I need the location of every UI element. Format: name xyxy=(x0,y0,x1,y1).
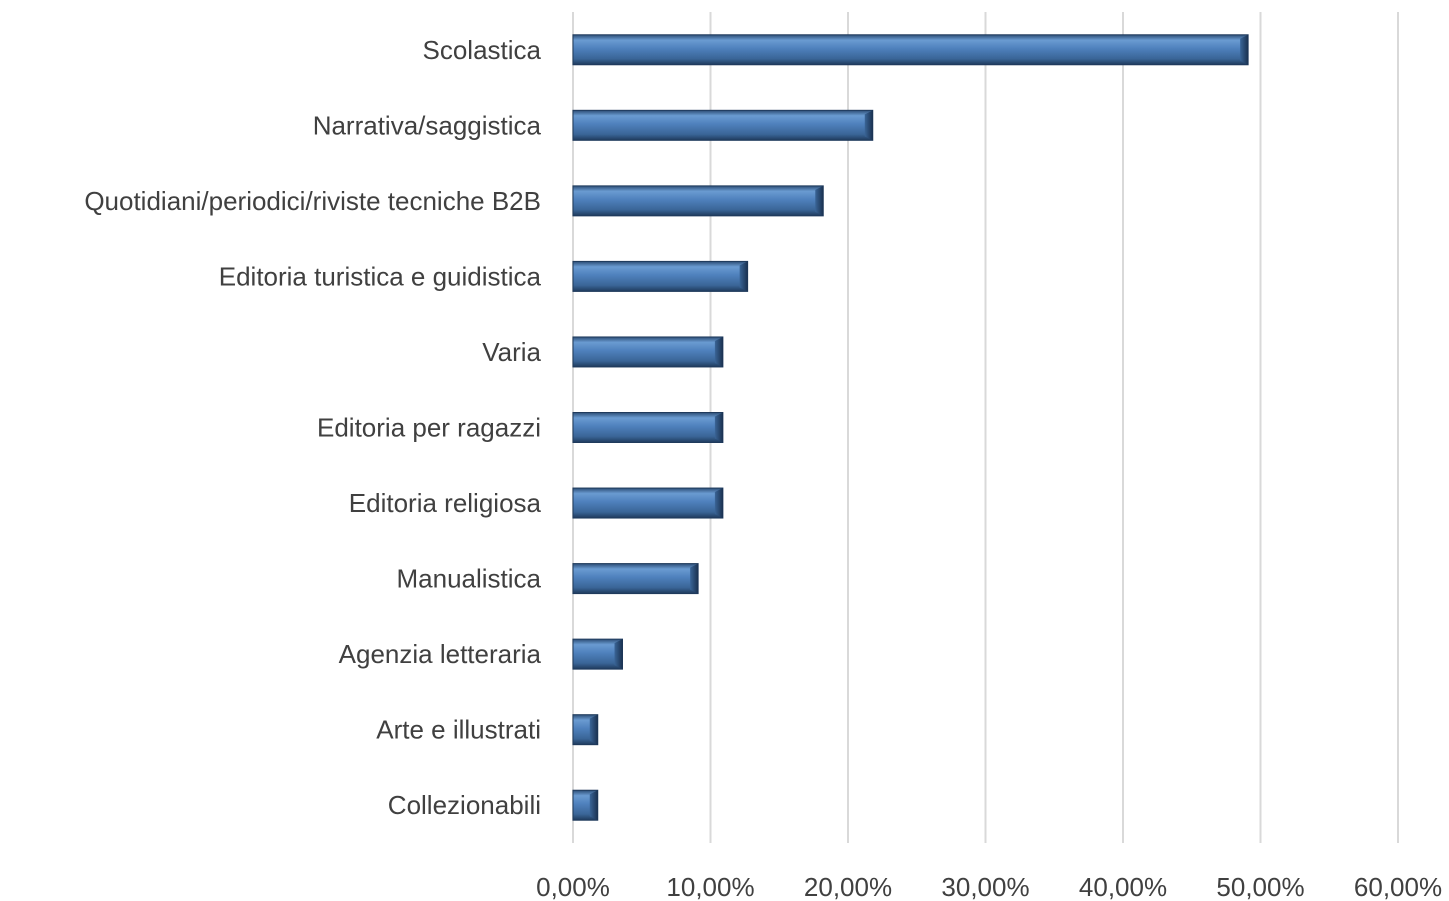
gridlines xyxy=(572,12,1399,843)
bar-bevel xyxy=(815,185,824,216)
category-label: Manualistica xyxy=(396,564,541,594)
category-label: Arte e illustrati xyxy=(376,715,541,745)
category-labels: Scolastica Narrativa/saggistica Quotidiani… xyxy=(84,35,541,820)
bar-bevel xyxy=(1240,34,1249,65)
category-label: Collezionabili xyxy=(388,790,541,820)
x-tick-label: 20,00% xyxy=(804,872,892,901)
category-label: Narrativa/saggistica xyxy=(313,110,542,140)
category-label: Scolastica xyxy=(423,35,542,65)
bar-body xyxy=(572,563,699,595)
category-label: Varia xyxy=(482,337,541,367)
bar-body xyxy=(572,109,874,141)
bar-body xyxy=(572,260,749,292)
bar-bevel xyxy=(739,261,748,292)
bar xyxy=(572,260,749,292)
bar xyxy=(572,638,623,670)
bar-bevel xyxy=(690,563,699,594)
bar-body xyxy=(572,412,724,443)
category-label: Editoria religiosa xyxy=(349,488,542,518)
bar-bevel xyxy=(714,488,723,519)
bar xyxy=(572,487,724,519)
bar xyxy=(572,789,599,821)
bar-body xyxy=(572,336,724,368)
bar xyxy=(572,336,724,368)
bar-bevel xyxy=(589,714,598,745)
x-tick-label: 30,00% xyxy=(941,872,1029,901)
category-label: Editoria per ragazzi xyxy=(317,413,541,443)
x-tick-label: 50,00% xyxy=(1216,872,1304,901)
x-tick-label: 0,00% xyxy=(536,872,610,901)
bar-body xyxy=(572,638,623,670)
x-tick-label: 10,00% xyxy=(666,872,754,901)
bar-bevel xyxy=(714,336,723,367)
category-label: Editoria turistica e guidistica xyxy=(219,261,542,291)
bar xyxy=(572,109,874,141)
bar-bevel xyxy=(614,639,623,670)
bar-body xyxy=(572,34,1249,66)
bar-body xyxy=(572,185,824,217)
bar xyxy=(572,714,599,746)
x-axis-ticks: 0,00% 10,00% 20,00% 30,00% 40,00% 50,00% 60,00… xyxy=(536,872,1442,901)
bar xyxy=(572,185,824,217)
bar xyxy=(572,34,1249,66)
bar-bevel xyxy=(589,790,598,821)
x-tick-label: 60,00% xyxy=(1354,872,1442,901)
bar xyxy=(572,412,724,443)
bars xyxy=(572,34,1249,821)
bar xyxy=(572,563,699,595)
category-label: Agenzia letteraria xyxy=(339,639,542,669)
bar-body xyxy=(572,487,724,519)
x-tick-label: 40,00% xyxy=(1079,872,1167,901)
bar-bevel xyxy=(714,412,723,443)
category-label: Quotidiani/periodici/riviste tecniche B2… xyxy=(84,186,541,216)
bar-bevel xyxy=(864,110,873,141)
